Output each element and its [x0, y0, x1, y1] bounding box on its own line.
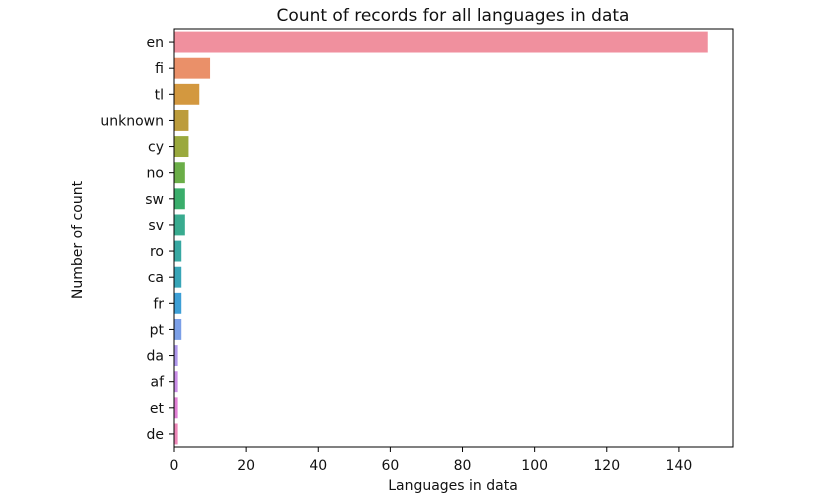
bar-pt [174, 318, 182, 340]
bar-ro [174, 240, 182, 262]
y-tick-label-tl: tl [155, 87, 164, 103]
x-axis-ticks: 0 20 40 60 80 100 120 140 [170, 447, 693, 474]
x-tick-label-140: 140 [666, 458, 693, 474]
y-tick-label-sv: sv [148, 218, 164, 234]
y-tick-label-en: en [147, 35, 165, 51]
y-tick-label-af: af [150, 375, 165, 391]
bar-sv [174, 214, 185, 236]
bar-de [174, 423, 178, 445]
y-tick-label-ca: ca [148, 270, 164, 286]
plot-frame [173, 28, 734, 448]
bars-layer [174, 31, 708, 445]
bar-ca [174, 266, 182, 288]
chart-title: Count of records for all languages in da… [277, 6, 630, 26]
y-tick-label-ro: ro [150, 244, 164, 260]
bar-no [174, 162, 185, 184]
x-tick-label-0: 0 [170, 458, 179, 474]
bar-fr [174, 292, 182, 314]
x-tick-label-60: 60 [381, 458, 399, 474]
y-tick-label-fr: fr [153, 296, 164, 312]
y-tick-label-no: no [147, 166, 164, 182]
bar-da [174, 345, 178, 367]
y-tick-label-cy: cy [148, 140, 164, 156]
x-tick-label-80: 80 [454, 458, 472, 474]
y-tick-label-de: de [147, 427, 165, 443]
bar-et [174, 397, 178, 419]
x-tick-label-100: 100 [521, 458, 548, 474]
bar-tl [174, 83, 200, 105]
bar-fi [174, 57, 211, 79]
bar-af [174, 371, 178, 393]
y-tick-label-pt: pt [150, 322, 165, 338]
x-tick-label-20: 20 [237, 458, 255, 474]
bar-en [174, 31, 708, 53]
y-axis-label: Number of count [70, 180, 86, 299]
bar-cy [174, 136, 189, 158]
bar-unknown [174, 109, 189, 131]
y-tick-label-da: da [147, 349, 164, 365]
bar-sw [174, 188, 185, 210]
y-tick-label-et: et [150, 401, 165, 417]
y-tick-label-unknown: unknown [100, 113, 164, 129]
y-tick-label-fi: fi [155, 61, 164, 77]
x-tick-label-40: 40 [309, 458, 327, 474]
y-axis-ticks: en fi tl unknown cy no sw sv ro ca fr pt da af et de [100, 35, 174, 443]
x-tick-label-120: 120 [593, 458, 620, 474]
x-axis-label: Languages in data [388, 478, 518, 494]
y-tick-label-sw: sw [145, 192, 164, 208]
